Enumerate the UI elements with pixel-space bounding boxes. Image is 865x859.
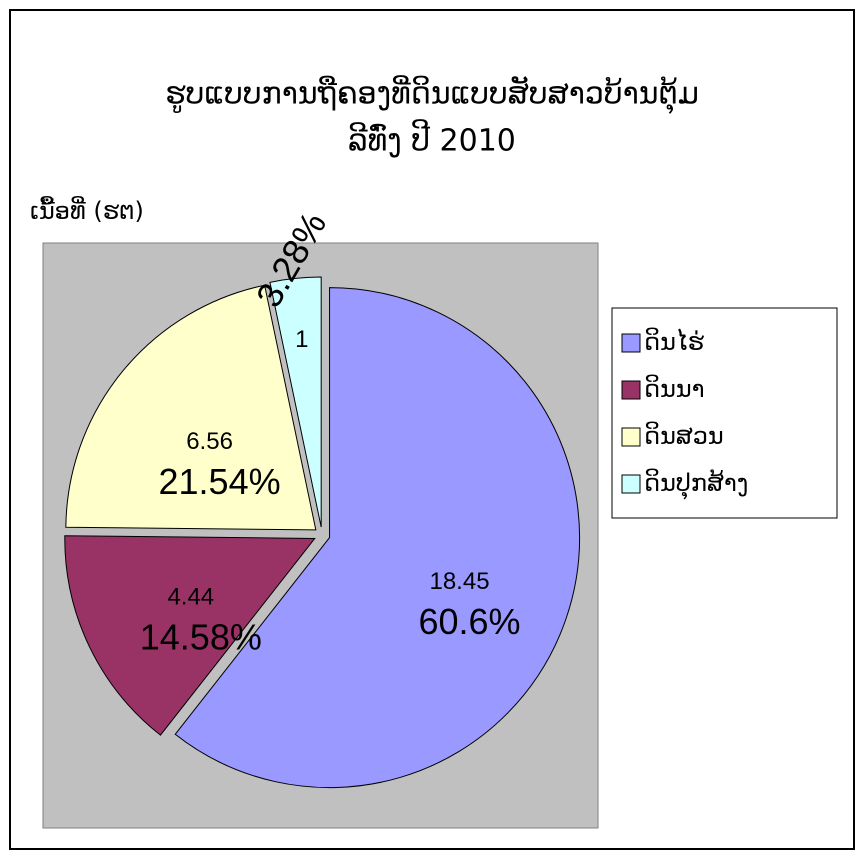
- pie-slice: [174, 287, 581, 789]
- value-label: 1: [295, 326, 308, 353]
- value-label: 18.45: [429, 568, 489, 595]
- value-label: 4.44: [167, 583, 214, 610]
- percent-label: 21.54%: [159, 461, 281, 502]
- percent-label: 60.6%: [418, 601, 520, 642]
- pie-slice: [64, 535, 316, 736]
- legend-label: ດິນນາ: [644, 374, 705, 403]
- percent-label: 14.58%: [140, 616, 262, 657]
- legend-label: ດິນສວນ: [644, 421, 724, 450]
- legend-swatch: [621, 427, 641, 447]
- value-label: 6.56: [186, 428, 233, 455]
- pie-slice: [65, 284, 317, 531]
- y-axis-label: ເນື້ອທີ່ (ຮຕ): [30, 196, 144, 225]
- chart-title: ຮູບແບບການຖືຄອງທີ່ດິນແບບສັບສາວບ້ານຕຸ້ມ: [165, 75, 699, 114]
- legend-label: ດິນປຸກສ້າງ: [644, 468, 748, 500]
- legend-swatch: [621, 333, 641, 353]
- legend: [611, 307, 838, 519]
- legend-swatch: [621, 380, 641, 400]
- pie-slice: [269, 276, 322, 528]
- chart-subtitle: ລີທົ່ງ ປີ 2010: [348, 119, 516, 158]
- legend-label: ດິນໄຮ່: [644, 327, 705, 356]
- legend-swatch: [621, 474, 641, 494]
